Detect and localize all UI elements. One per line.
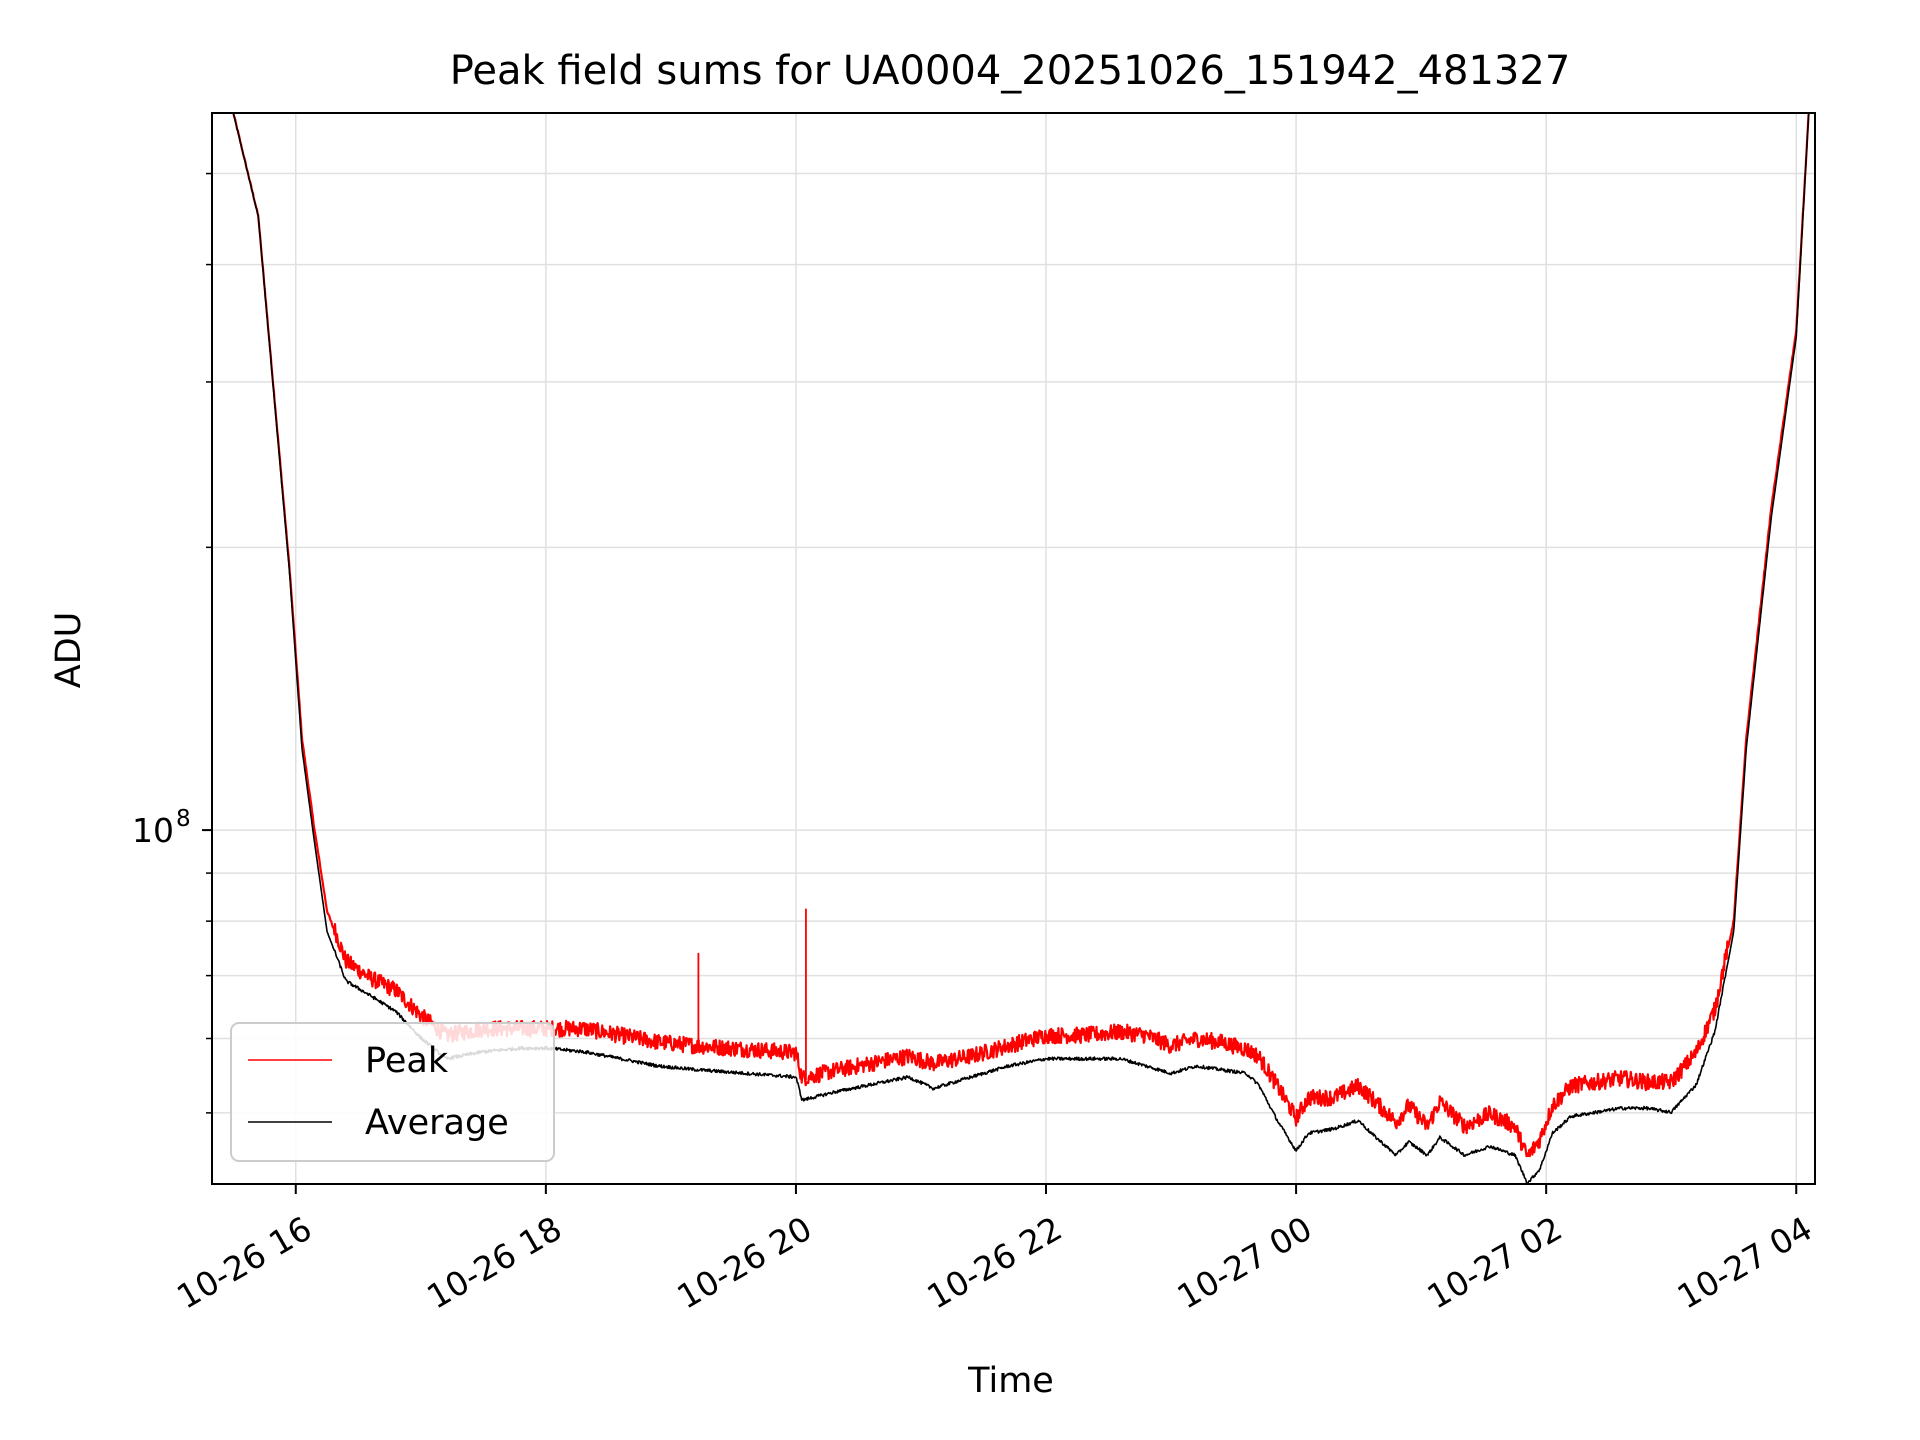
axes-frame — [211, 112, 1816, 1185]
y-axis: 10 8 — [132, 172, 212, 1114]
legend-frame — [230, 1022, 555, 1162]
y-tick-exponent: 8 — [176, 806, 191, 832]
y-axis-label: ADU — [49, 612, 89, 689]
x-axis-label: Time — [967, 1361, 1054, 1401]
legend-label-peak: Peak — [365, 1041, 449, 1081]
chart-title: Peak field sums for UA0004_20251026_1519… — [450, 48, 1571, 94]
legend-label-average: Average — [365, 1103, 509, 1143]
legend: Peak Average — [230, 1022, 555, 1162]
y-tick-label: 10 — [132, 811, 174, 850]
